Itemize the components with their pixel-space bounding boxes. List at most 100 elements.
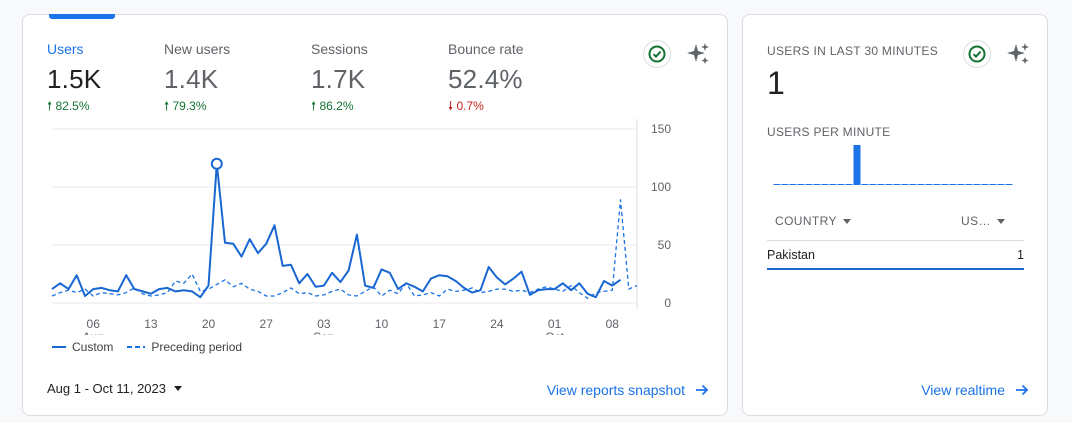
minute-bar bbox=[789, 184, 797, 185]
x-tick-label: 06 bbox=[87, 317, 101, 331]
minute-bar bbox=[909, 184, 917, 185]
data-quality-check-icon[interactable] bbox=[643, 40, 671, 68]
sparkle-insights-icon[interactable] bbox=[1005, 40, 1033, 68]
y-tick-label: 50 bbox=[658, 238, 672, 252]
date-range-label: Aug 1 - Oct 11, 2023 bbox=[47, 381, 166, 396]
arrow-up-icon: 🠕 bbox=[47, 99, 53, 113]
legend-custom: Custom bbox=[72, 340, 114, 354]
metric-value: 52.4% bbox=[448, 64, 523, 94]
legend-preceding-period: Preceding period bbox=[151, 340, 243, 354]
metric-delta-value: 86.2% bbox=[319, 99, 354, 113]
minute-bar bbox=[829, 184, 837, 185]
x-tick-label: 08 bbox=[606, 317, 620, 331]
minute-bar bbox=[821, 184, 829, 185]
x-tick-month-label: Oct bbox=[545, 330, 564, 335]
metric-delta-value: 79.3% bbox=[172, 99, 207, 113]
row-bar bbox=[767, 268, 1024, 270]
metric-delta-value: 82.5% bbox=[55, 99, 90, 113]
minute-bar bbox=[853, 145, 861, 185]
column-label: COUNTRY bbox=[775, 214, 837, 228]
minute-bar bbox=[965, 184, 973, 185]
country-column-header[interactable]: COUNTRY bbox=[775, 214, 851, 228]
minute-bar bbox=[917, 184, 925, 185]
overview-card: Users 1.5K 🠕 82.5% New users 1.4K 🠕 79.3… bbox=[22, 14, 728, 416]
minute-bar bbox=[773, 184, 781, 185]
minute-bar bbox=[1005, 184, 1013, 185]
series-line-custom bbox=[51, 162, 622, 299]
link-label: View realtime bbox=[921, 382, 1005, 398]
metric-bounce-rate[interactable]: Bounce rate 52.4% 🠗 0.7% bbox=[448, 41, 524, 113]
metric-label: Users bbox=[47, 41, 84, 57]
minute-bar bbox=[973, 184, 981, 185]
view-realtime-link[interactable]: View realtime bbox=[921, 382, 1029, 398]
date-range-selector[interactable]: Aug 1 - Oct 11, 2023 bbox=[47, 381, 182, 396]
metric-label: Sessions bbox=[311, 41, 368, 57]
minute-bar bbox=[989, 184, 997, 185]
x-tick-label: 20 bbox=[202, 317, 216, 331]
x-tick-month-label: Sep bbox=[313, 330, 335, 335]
minute-bar bbox=[941, 184, 949, 185]
caret-down-icon bbox=[996, 218, 1005, 224]
minute-bar bbox=[925, 184, 933, 185]
y-tick-label: 100 bbox=[651, 180, 671, 194]
minute-bar bbox=[997, 184, 1005, 185]
minute-bar bbox=[981, 184, 989, 185]
minute-bar bbox=[797, 184, 805, 185]
metric-value: 1.7K bbox=[311, 64, 366, 94]
minute-bar bbox=[869, 184, 877, 185]
x-tick-month-label: Aug bbox=[83, 330, 104, 335]
sparkle-insights-icon[interactable] bbox=[685, 40, 713, 68]
active-tab-indicator bbox=[49, 14, 115, 19]
minute-bar bbox=[837, 184, 845, 185]
minute-bar bbox=[893, 184, 901, 185]
series-line-preceding-period bbox=[51, 199, 638, 300]
metric-value: 1.4K bbox=[164, 64, 219, 94]
metric-sessions[interactable]: Sessions 1.7K 🠕 86.2% bbox=[311, 41, 368, 113]
realtime-card: USERS IN LAST 30 MINUTES 1 USERS PER MIN… bbox=[742, 14, 1048, 416]
metric-users[interactable]: Users 1.5K 🠕 82.5% bbox=[47, 41, 101, 113]
arrow-down-icon: 🠗 bbox=[448, 99, 454, 113]
realtime-users-value: 1 bbox=[767, 65, 785, 101]
table-divider bbox=[767, 240, 1024, 241]
x-tick-label: 17 bbox=[433, 317, 447, 331]
minute-bar bbox=[845, 184, 853, 185]
minute-bar bbox=[885, 184, 893, 185]
minute-bar bbox=[933, 184, 941, 185]
realtime-title: USERS IN LAST 30 MINUTES bbox=[767, 44, 939, 58]
minute-bar bbox=[901, 184, 909, 185]
minute-bar bbox=[861, 184, 869, 185]
x-tick-label: 13 bbox=[144, 317, 158, 331]
metric-new-users[interactable]: New users 1.4K 🠕 79.3% bbox=[164, 41, 230, 113]
users-line-chart: 0 50 100 150 06Aug 13 20 27 03Sep 10 17 24 01Oct 08 bbox=[51, 119, 672, 335]
minute-bar bbox=[957, 184, 965, 185]
minute-bar bbox=[949, 184, 957, 185]
metric-delta-value: 0.7% bbox=[456, 99, 484, 113]
metric-value: 1.5K bbox=[47, 64, 102, 94]
metric-delta: 🠕 82.5% bbox=[47, 99, 101, 113]
arrow-up-icon: 🠕 bbox=[164, 99, 170, 113]
table-row: Pakistan 1 bbox=[767, 241, 1024, 271]
chart-legend: Custom Preceding period bbox=[52, 340, 242, 354]
y-tick-label: 0 bbox=[664, 296, 671, 310]
minute-bar bbox=[877, 184, 885, 185]
metric-delta: 🠕 86.2% bbox=[311, 99, 368, 113]
metric-label: New users bbox=[164, 41, 231, 57]
view-reports-snapshot-link[interactable]: View reports snapshot bbox=[547, 382, 709, 398]
metric-label: Bounce rate bbox=[448, 41, 524, 57]
data-quality-check-icon[interactable] bbox=[963, 40, 991, 68]
users-per-minute-bars bbox=[773, 145, 1013, 185]
caret-down-icon bbox=[174, 386, 182, 391]
metric-delta: 🠕 79.3% bbox=[164, 99, 230, 113]
metric-delta: 🠗 0.7% bbox=[448, 99, 524, 113]
minute-bar bbox=[813, 184, 821, 185]
x-tick-label: 03 bbox=[317, 317, 331, 331]
minute-bar bbox=[781, 184, 789, 185]
arrow-up-icon: 🠕 bbox=[311, 99, 317, 113]
caret-down-icon bbox=[842, 218, 851, 224]
y-tick-label: 150 bbox=[651, 122, 671, 136]
arrow-right-icon bbox=[696, 384, 709, 396]
row-users: 1 bbox=[1017, 248, 1024, 262]
column-label: US… bbox=[961, 214, 991, 228]
users-column-header[interactable]: US… bbox=[961, 214, 1005, 228]
minute-bar bbox=[805, 184, 813, 185]
